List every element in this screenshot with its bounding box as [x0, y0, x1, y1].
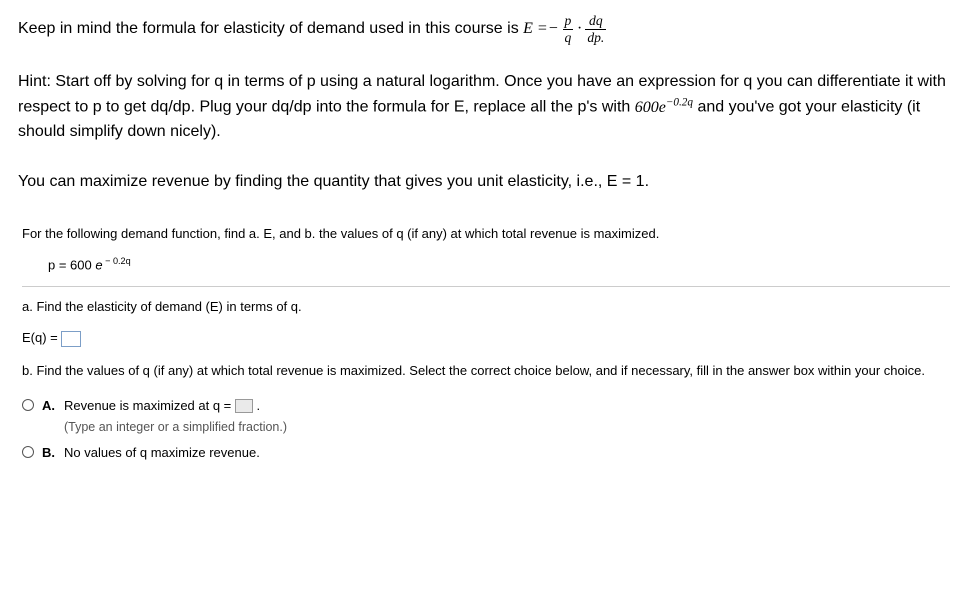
demand-function: p = 600 e − 0.2q	[22, 254, 950, 276]
separator-1	[22, 286, 950, 287]
elasticity-answer-input[interactable]	[61, 331, 81, 347]
demand-e: e	[95, 258, 102, 273]
part-a-input-line: E(q) =	[22, 328, 950, 349]
choice-A[interactable]: A. Revenue is maximized at q = . (Type a…	[22, 396, 950, 437]
radio-A[interactable]	[22, 399, 34, 411]
intro-prefix: Keep in mind the formula for elasticity …	[18, 20, 523, 37]
hint-label: Hint:	[18, 73, 55, 90]
choice-A-answer-input[interactable]	[235, 399, 253, 413]
choice-B-text: No values of q maximize revenue.	[64, 445, 260, 460]
frac-num-dq: dq	[585, 14, 606, 30]
revmax-line: You can maximize revenue by finding the …	[18, 170, 954, 194]
choice-B[interactable]: B. No values of q maximize revenue.	[22, 443, 950, 464]
hint-exp-expr: 600e−0.2q	[635, 99, 693, 116]
formula-dot: ·	[573, 20, 585, 37]
radio-B[interactable]	[22, 446, 34, 458]
demand-lhs: p = 600	[48, 258, 95, 273]
hint-block: Hint: Start off by solving for q in term…	[18, 70, 954, 143]
problem-head: For the following demand function, find …	[22, 224, 950, 245]
choice-A-text-2: .	[253, 398, 260, 413]
frac-den-dp: dp.	[585, 30, 606, 45]
choice-A-letter: A.	[42, 396, 58, 417]
hint-e: e	[659, 99, 666, 116]
frac-dq-over-dp: dqdp.	[585, 14, 606, 44]
part-b-text: b. Find the values of q (if any) at whic…	[22, 361, 950, 382]
intro-line: Keep in mind the formula for elasticity …	[18, 14, 954, 44]
hint-exp: −0.2q	[666, 96, 693, 108]
hint-coef: 600	[635, 99, 659, 116]
choice-A-text-1: Revenue is maximized at q =	[64, 398, 235, 413]
formula-eq-sign: =−	[533, 20, 563, 37]
choice-group: A. Revenue is maximized at q = . (Type a…	[22, 396, 950, 464]
part-a-lhs: E(q) =	[22, 330, 61, 345]
part-a-text: a. Find the elasticity of demand (E) in …	[22, 297, 950, 318]
problem-block: For the following demand function, find …	[18, 224, 954, 464]
elasticity-formula: E =− pq · dqdp.	[523, 20, 606, 37]
frac-p-over-q: pq	[563, 14, 574, 44]
choice-B-letter: B.	[42, 443, 58, 464]
formula-E: E	[523, 20, 533, 37]
frac-den-q: q	[563, 30, 574, 45]
demand-exp: − 0.2q	[103, 256, 131, 266]
choice-A-note: (Type an integer or a simplified fractio…	[64, 417, 950, 437]
frac-num-p: p	[563, 14, 574, 30]
